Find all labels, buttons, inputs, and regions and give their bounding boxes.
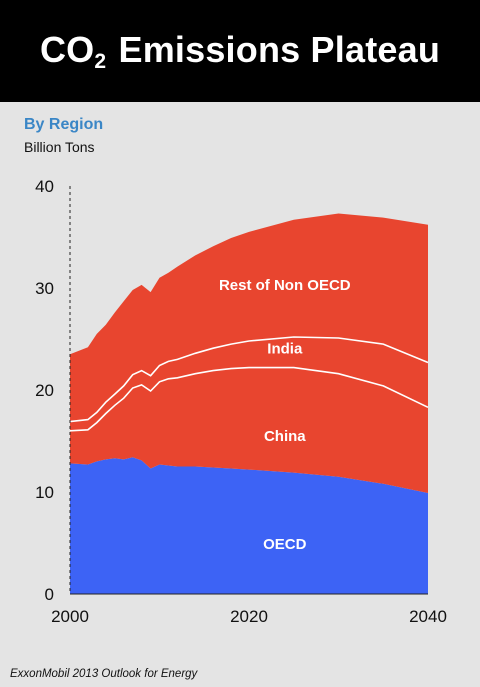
area-china bbox=[70, 367, 428, 493]
series-label-rest-of-non-oecd: Rest of Non OECD bbox=[219, 277, 351, 294]
area-rest-of-non-oecd bbox=[70, 213, 428, 422]
source-note: ExxonMobil 2013 Outlook for Energy bbox=[10, 668, 198, 680]
chart-subtitle: By Region bbox=[24, 116, 104, 133]
title-text-rest: Emissions Plateau bbox=[108, 28, 441, 70]
y-tick-label: 10 bbox=[35, 483, 54, 502]
series-label-china: China bbox=[264, 428, 306, 445]
y-tick-label: 30 bbox=[35, 279, 54, 298]
x-tick-label: 2040 bbox=[409, 607, 447, 626]
y-tick-label: 0 bbox=[45, 585, 54, 604]
units-label: Billion Tons bbox=[24, 139, 95, 155]
y-tick-label: 20 bbox=[35, 381, 54, 400]
title-subscript: 2 bbox=[94, 49, 107, 73]
page-title: CO2 Emissions Plateau bbox=[40, 29, 440, 74]
title-banner: CO2 Emissions Plateau bbox=[0, 0, 480, 102]
area-india bbox=[70, 337, 428, 431]
x-tick-label: 2020 bbox=[230, 607, 268, 626]
series-label-india: India bbox=[267, 340, 303, 357]
series-label-oecd: OECD bbox=[263, 536, 307, 553]
boundary-line-india bbox=[69, 336, 429, 423]
boundary-line-china bbox=[69, 366, 429, 432]
x-tick-label: 2000 bbox=[51, 607, 89, 626]
y-tick-label: 40 bbox=[35, 177, 54, 196]
title-text-co: CO bbox=[39, 28, 95, 70]
area-oecd bbox=[70, 457, 428, 594]
